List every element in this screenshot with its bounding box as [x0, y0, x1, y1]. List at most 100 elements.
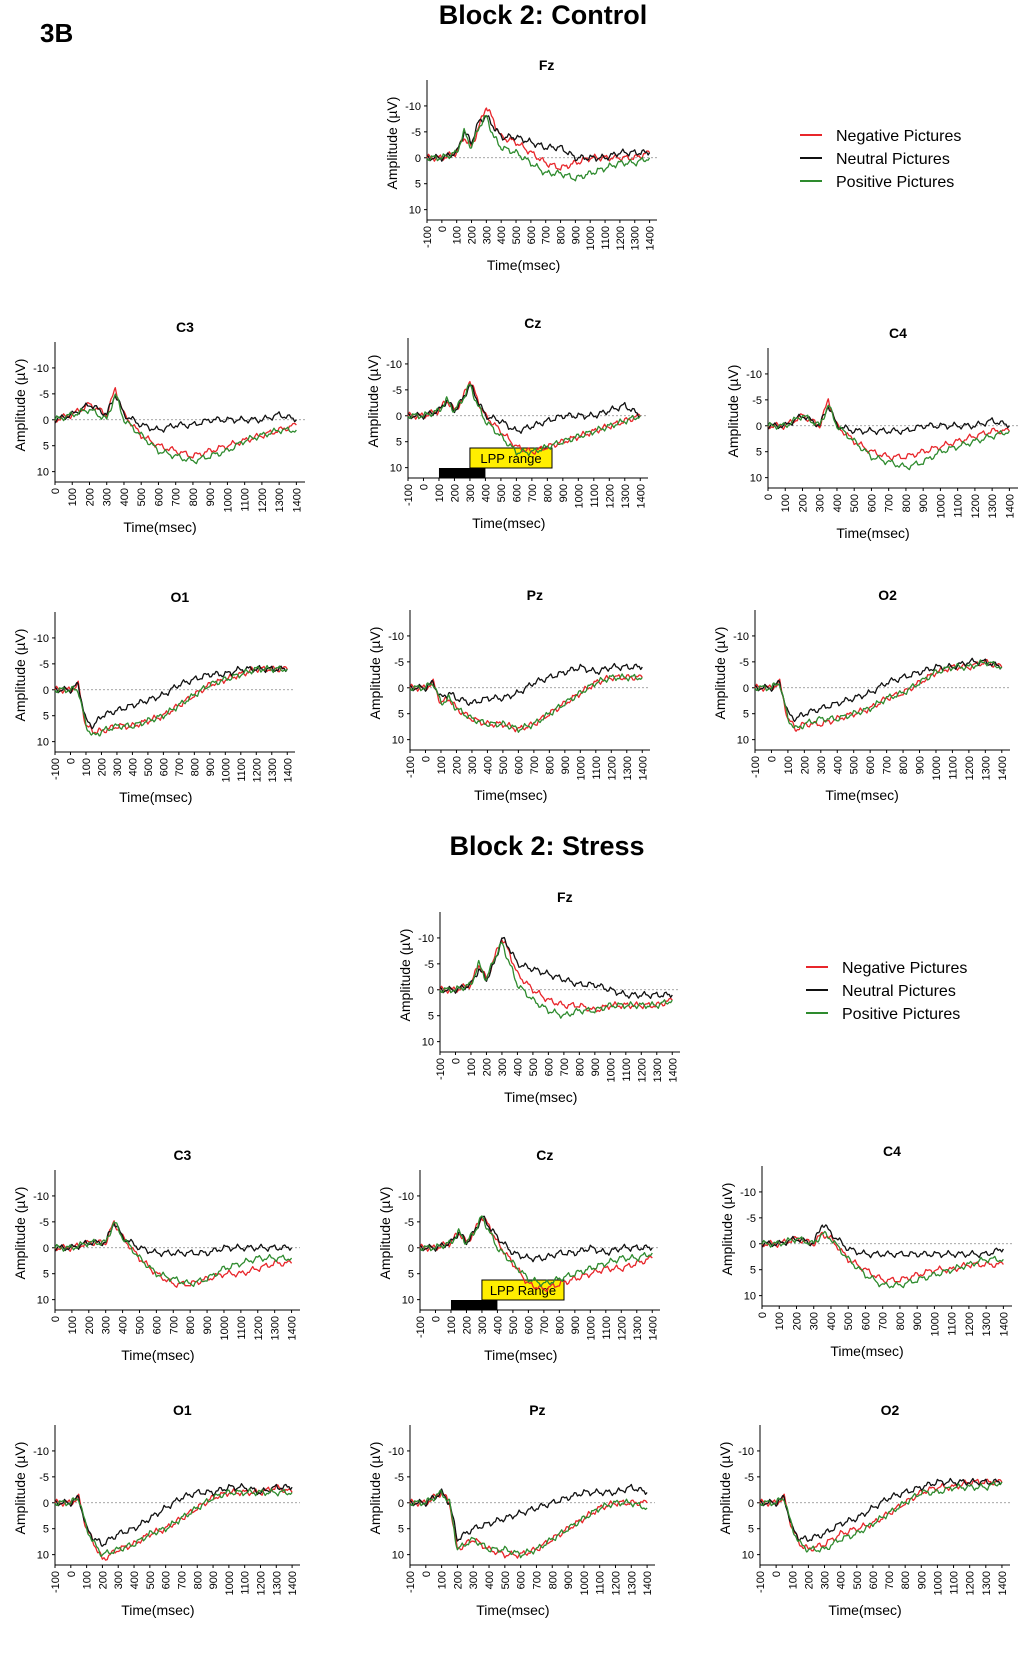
series-line-negative-pictures — [54, 387, 297, 459]
series-line-neutral-pictures — [419, 1215, 653, 1263]
series-line-positive-pictures — [439, 941, 673, 1019]
series-line-neutral-pictures — [409, 1483, 648, 1542]
y-tick-label: -10 — [388, 1446, 404, 1458]
x-axis-label: Time(msec) — [119, 789, 192, 805]
x-tick-label: 500 — [849, 494, 861, 512]
y-tick-label: 0 — [428, 985, 434, 997]
x-tick-label: 100 — [437, 1571, 449, 1589]
x-tick-label: 900 — [570, 226, 582, 244]
y-tick-label: 10 — [422, 1037, 434, 1049]
x-tick-label: 1200 — [965, 1571, 977, 1595]
y-axis-label: Amplitude (µV) — [12, 1187, 28, 1280]
x-tick-label: 1200 — [251, 758, 263, 782]
y-axis-label: Amplitude (µV) — [377, 1187, 393, 1280]
x-tick-label: 600 — [151, 1316, 163, 1334]
x-tick-label: 300 — [820, 1571, 832, 1589]
y-tick-label: 5 — [398, 1524, 404, 1536]
x-axis-label: Time(msec) — [828, 1602, 901, 1618]
y-axis-label: Amplitude (µV) — [365, 355, 381, 448]
x-tick-label: 300 — [809, 1312, 821, 1330]
x-tick-label: 400 — [832, 494, 844, 512]
x-tick-label: 1300 — [630, 226, 642, 250]
x-tick-label: 1000 — [931, 756, 943, 780]
x-tick-label: 700 — [539, 1316, 551, 1334]
y-tick-label: -10 — [405, 101, 421, 113]
y-tick-label: -5 — [392, 385, 402, 397]
x-tick-label: 1400 — [647, 1316, 659, 1340]
y-axis-label: Amplitude (µV) — [719, 1183, 735, 1276]
panel-title: O2 — [878, 587, 897, 603]
panel-title: Fz — [539, 57, 555, 73]
x-tick-label: 900 — [915, 756, 927, 774]
x-tick-label: 1200 — [604, 484, 616, 508]
y-tick-label: 5 — [743, 709, 749, 721]
x-tick-label: 700 — [541, 226, 553, 244]
x-tick-label: 1000 — [935, 494, 947, 518]
series-line-positive-pictures — [407, 383, 641, 457]
x-tick-label: 300 — [815, 494, 827, 512]
erp-panel-o2: O2 -10 -5 0 5 10-100 0 100 200 300 400 500 600 700 800… — [712, 587, 1010, 803]
x-axis-label: Time(msec) — [836, 525, 909, 541]
x-tick-label: 400 — [127, 758, 139, 776]
x-tick-label: 0 — [757, 1312, 769, 1318]
x-tick-label: 900 — [570, 1316, 582, 1334]
x-tick-label: 1000 — [929, 1312, 941, 1336]
x-tick-label: 1100 — [240, 1571, 252, 1595]
x-axis-label: Time(msec) — [123, 519, 196, 535]
x-tick-label: 1000 — [573, 484, 585, 508]
x-tick-label: 700 — [559, 1058, 571, 1076]
x-tick-label: 1100 — [947, 1312, 959, 1336]
x-tick-label: 500 — [508, 1316, 520, 1334]
x-axis-label: Time(msec) — [484, 1347, 557, 1363]
x-tick-label: 1300 — [270, 1316, 282, 1340]
x-axis-label: Time(msec) — [476, 1602, 549, 1618]
y-tick-label: -5 — [39, 1217, 49, 1229]
x-tick-label: 200 — [452, 1571, 464, 1589]
x-tick-label: 100 — [446, 1316, 458, 1334]
legend-label-positive: Positive Pictures — [842, 1006, 960, 1023]
y-tick-label: 10 — [392, 735, 404, 747]
series-line-positive-pictures — [54, 393, 297, 465]
y-axis-label: Amplitude (µV) — [12, 629, 28, 722]
x-tick-label: 600 — [526, 226, 538, 244]
lpp-label: LPP range — [480, 451, 541, 466]
x-tick-label: 200 — [467, 226, 479, 244]
x-tick-label: 100 — [783, 756, 795, 774]
y-tick-label: -5 — [39, 389, 49, 401]
lpp-label-box — [469, 447, 553, 469]
x-tick-label: 500 — [511, 226, 523, 244]
x-tick-label: 1200 — [255, 1571, 267, 1595]
x-tick-label: 100 — [67, 1316, 79, 1334]
x-tick-label: 600 — [865, 756, 877, 774]
x-tick-label: 500 — [496, 484, 508, 502]
x-tick-label: 600 — [158, 758, 170, 776]
x-tick-label: 1400 — [645, 226, 657, 250]
series-line-neutral-pictures — [767, 406, 1010, 436]
x-tick-label: 800 — [895, 1312, 907, 1330]
x-tick-label: 100 — [436, 756, 448, 774]
y-tick-label: 10 — [37, 737, 49, 749]
x-tick-label: 800 — [188, 488, 200, 506]
x-tick-label: 200 — [481, 1058, 493, 1076]
y-tick-label: 0 — [43, 1243, 49, 1255]
x-tick-label: -100 — [50, 758, 62, 780]
legend-label-neutral: Neutral Pictures — [836, 151, 950, 168]
y-tick-label: -5 — [394, 657, 404, 669]
x-tick-label: 300 — [112, 758, 124, 776]
y-tick-label: 0 — [398, 1498, 404, 1510]
x-tick-label: 600 — [161, 1571, 173, 1589]
x-tick-label: 500 — [843, 1312, 855, 1330]
x-tick-label: 100 — [466, 1058, 478, 1076]
x-tick-label: 900 — [208, 1571, 220, 1589]
x-tick-label: 1200 — [610, 1571, 622, 1595]
panel-title: Pz — [529, 1402, 545, 1418]
erp-panel-o2: O2 -10 -5 0 5 10-100 0 100 200 300 400 500 600 700 800… — [717, 1402, 1010, 1618]
series-line-neutral-pictures — [409, 662, 643, 706]
y-tick-label: 5 — [428, 1011, 434, 1023]
x-tick-label: 400 — [118, 1316, 130, 1334]
x-tick-label: 0 — [66, 1571, 78, 1577]
x-tick-label: 1300 — [274, 488, 286, 512]
